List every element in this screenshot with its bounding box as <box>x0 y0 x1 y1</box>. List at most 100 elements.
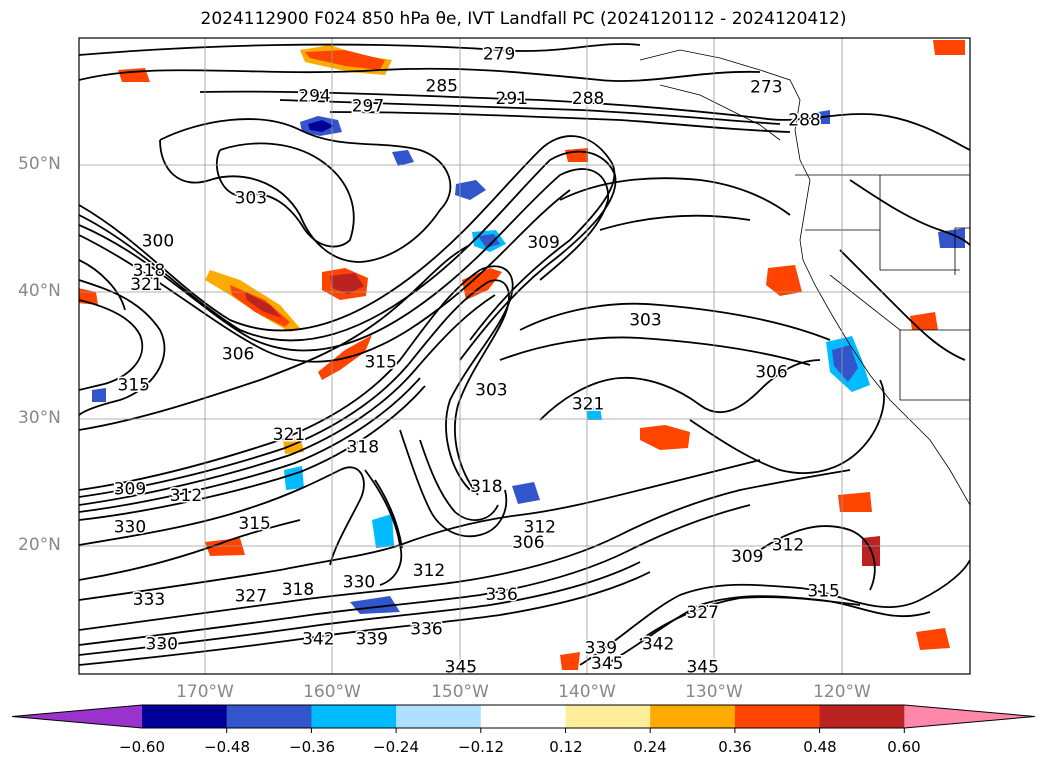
state-border <box>899 330 970 401</box>
contour-label: 315 <box>807 581 839 601</box>
contour-line <box>849 179 970 246</box>
contour-label: 333 <box>133 590 165 610</box>
contour-label: 327 <box>235 586 267 606</box>
contour-label: 345 <box>591 654 623 674</box>
contour-label: 291 <box>496 89 528 109</box>
contour-line <box>79 150 617 361</box>
contour-label: 303 <box>475 380 507 400</box>
colorbar <box>11 704 1036 733</box>
contour-line <box>79 189 571 363</box>
pos-shade <box>933 40 965 55</box>
contour-label: 306 <box>512 533 544 553</box>
colorbar-tick-label: −0.24 <box>373 738 419 756</box>
contour-label: 342 <box>642 635 674 655</box>
contour-label: 330 <box>146 635 178 655</box>
lat-label-30: 30°N <box>18 408 61 428</box>
theta-e-contours <box>79 43 970 669</box>
contour-line <box>499 336 811 366</box>
contour-label: 273 <box>750 78 782 98</box>
contour-line <box>79 377 421 513</box>
contour-line <box>199 90 970 151</box>
contour-label: 300 <box>142 232 174 252</box>
contour-label: 342 <box>302 630 334 650</box>
pos-shade <box>330 273 364 294</box>
contour-line <box>79 561 641 656</box>
lon-label-140w: 140°W <box>558 682 616 702</box>
colorbar-tick-label: −0.12 <box>458 738 504 756</box>
colorbar-tick-label: −0.60 <box>119 738 165 756</box>
contour-label: 321 <box>130 275 162 295</box>
contour-line <box>79 168 609 352</box>
contour-label: 309 <box>527 233 559 253</box>
contour-label: 309 <box>731 547 763 567</box>
contour-label: 288 <box>572 89 604 109</box>
contour-line <box>79 67 761 82</box>
contour-line <box>279 99 781 125</box>
contour-line <box>79 571 651 666</box>
contour-line <box>215 142 355 248</box>
lat-label-20: 20°N <box>18 535 61 555</box>
contour-label: 312 <box>524 518 556 538</box>
pos-shade <box>766 265 802 296</box>
contour-label: 339 <box>585 639 617 659</box>
contour-line <box>759 525 876 591</box>
contour-label: 312 <box>170 486 202 506</box>
colorbar-tick-label: 0.60 <box>887 738 921 756</box>
contour-line <box>539 359 821 421</box>
contour-label: 288 <box>788 111 820 131</box>
pos-shade <box>838 492 872 512</box>
pos-shade <box>560 652 580 670</box>
contour-line <box>79 299 143 391</box>
colorbar-segment <box>565 705 651 728</box>
contour-label: 306 <box>755 363 787 383</box>
contour-line <box>79 519 301 581</box>
contour-label: 312 <box>772 536 804 556</box>
lon-label-120w: 120°W <box>813 682 871 702</box>
contour-label: 318 <box>347 438 379 458</box>
contour-line <box>519 302 831 341</box>
lon-label-130w: 130°W <box>685 682 743 702</box>
map-title: 2024112900 F024 850 hPa θe, IVT Landfall… <box>200 9 847 29</box>
contour-line <box>79 504 751 646</box>
contour-line <box>79 459 761 601</box>
colorbar-segment <box>226 705 312 728</box>
colorbar-tick-label: 0.36 <box>718 738 752 756</box>
state-border <box>805 229 960 271</box>
contour-line <box>364 469 403 586</box>
contour-line <box>79 385 426 521</box>
contour-label: 303 <box>629 310 661 330</box>
colorbar-tick-label: 0.12 <box>549 738 583 756</box>
contour-label: 345 <box>445 658 477 678</box>
colorbar-segment <box>480 705 566 728</box>
contour-line <box>639 596 861 641</box>
lon-label-170w: 170°W <box>176 682 234 702</box>
neg-shade <box>92 388 106 402</box>
contour-label: 294 <box>298 87 330 107</box>
contour-line <box>79 294 496 506</box>
colorbar-segment <box>650 705 736 728</box>
negative-pc-shading <box>92 110 965 614</box>
neg-shade <box>938 228 965 248</box>
contour-label: 321 <box>572 394 604 414</box>
colorbar-segment <box>734 705 821 728</box>
colorbar-outline <box>11 704 1036 729</box>
colorbar-tick-label: 0.24 <box>633 738 667 756</box>
contour-label: 309 <box>114 480 146 500</box>
colorbar-segment <box>311 705 397 728</box>
neg-shade <box>832 345 858 382</box>
coastlines <box>639 49 970 506</box>
colorbar-segment <box>142 705 228 728</box>
contour-label: 330 <box>343 572 375 592</box>
contour-line <box>599 595 931 669</box>
contour-label: 318 <box>470 477 502 497</box>
contour-label: 303 <box>235 188 267 208</box>
colorbar-extension-max <box>904 705 1035 728</box>
contour-line <box>399 429 508 538</box>
contour-line <box>329 111 791 133</box>
state-border <box>954 227 970 275</box>
pos-shade <box>118 68 150 82</box>
contour-line <box>79 265 514 491</box>
pos-shade <box>565 148 588 162</box>
